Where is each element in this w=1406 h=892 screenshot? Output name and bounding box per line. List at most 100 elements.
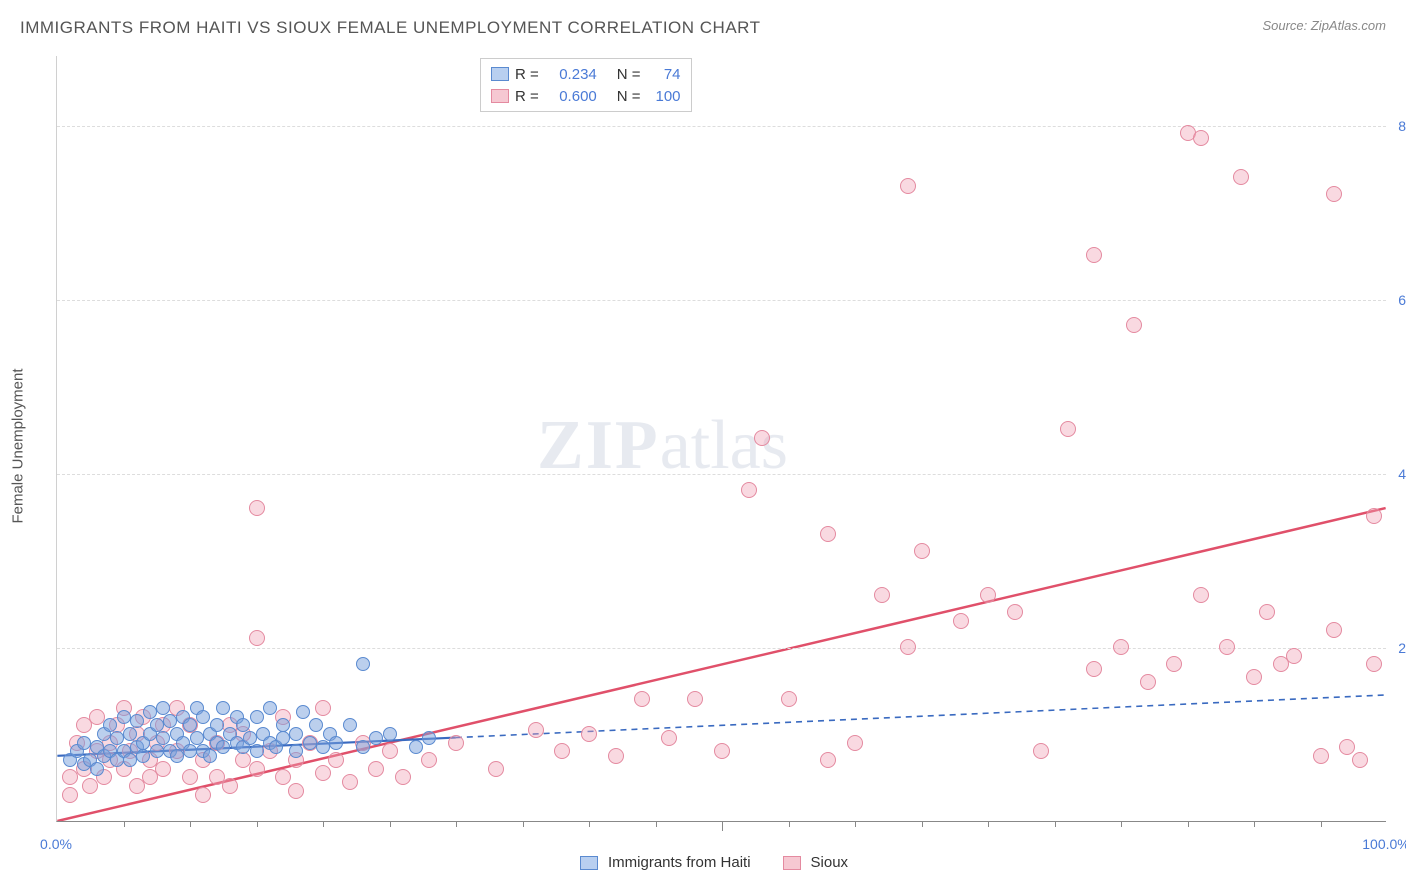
xtick (922, 821, 923, 827)
sioux-point (328, 752, 344, 768)
legend-correlation-row: R = 0.234 N = 74 (491, 63, 681, 85)
n-value: 74 (647, 66, 681, 83)
xtick (722, 821, 723, 831)
haiti-point (163, 714, 177, 728)
sioux-point (661, 730, 677, 746)
haiti-point (422, 731, 436, 745)
sioux-point (342, 774, 358, 790)
gridline (57, 648, 1386, 649)
legend-swatch (580, 856, 598, 870)
haiti-point (356, 740, 370, 754)
plot-area: ZIPatlas 20.0%40.0%60.0%80.0% (56, 56, 1386, 822)
xtick (323, 821, 324, 827)
sioux-point (1286, 648, 1302, 664)
legend-swatch (491, 67, 509, 81)
sioux-point (395, 769, 411, 785)
sioux-point (1339, 739, 1355, 755)
sioux-point (195, 787, 211, 803)
sioux-point (1366, 508, 1382, 524)
legend-label: Immigrants from Haiti (608, 854, 751, 871)
r-value: 0.234 (545, 66, 597, 83)
xtick (1188, 821, 1189, 827)
haiti-point (216, 701, 230, 715)
xtick (1121, 821, 1122, 827)
sioux-point (155, 761, 171, 777)
sioux-point (528, 722, 544, 738)
ytick-label: 20.0% (1390, 640, 1406, 656)
haiti-point (369, 731, 383, 745)
sioux-point (288, 783, 304, 799)
haiti-point (170, 749, 184, 763)
sioux-point (1007, 604, 1023, 620)
sioux-point (1033, 743, 1049, 759)
source-name: ZipAtlas.com (1311, 18, 1386, 33)
sioux-point (1313, 748, 1329, 764)
sioux-point (1233, 169, 1249, 185)
ytick-label: 80.0% (1390, 118, 1406, 134)
n-label: N = (617, 88, 641, 105)
xtick (589, 821, 590, 827)
sioux-point (914, 543, 930, 559)
xtick-label: 100.0% (1362, 836, 1406, 852)
sioux-point (315, 700, 331, 716)
sioux-point (1246, 669, 1262, 685)
sioux-point (315, 765, 331, 781)
haiti-point (90, 762, 104, 776)
sioux-point (820, 752, 836, 768)
haiti-point (343, 718, 357, 732)
xtick (390, 821, 391, 827)
haiti-point (183, 718, 197, 732)
legend-swatch (491, 89, 509, 103)
xtick (855, 821, 856, 827)
haiti-point (263, 701, 277, 715)
legend-series: Immigrants from HaitiSioux (580, 854, 870, 871)
sioux-point (1193, 130, 1209, 146)
haiti-point (103, 718, 117, 732)
haiti-point (276, 731, 290, 745)
watermark-rest: atlas (660, 407, 788, 484)
sioux-point (421, 752, 437, 768)
xtick (124, 821, 125, 827)
legend-correlation-row: R = 0.600 N = 100 (491, 85, 681, 107)
sioux-point (249, 761, 265, 777)
sioux-point (1140, 674, 1156, 690)
haiti-point (309, 718, 323, 732)
sioux-point (1326, 186, 1342, 202)
haiti-point (289, 727, 303, 741)
xtick (988, 821, 989, 827)
sioux-point (1113, 639, 1129, 655)
haiti-point (77, 736, 91, 750)
sioux-point (488, 761, 504, 777)
sioux-point (953, 613, 969, 629)
haiti-point (329, 736, 343, 750)
xtick-label: 0.0% (40, 836, 72, 852)
haiti-point (156, 731, 170, 745)
xtick (1321, 821, 1322, 827)
sioux-point (1326, 622, 1342, 638)
sioux-point (634, 691, 650, 707)
r-label: R = (515, 88, 539, 105)
sioux-point (1086, 661, 1102, 677)
sioux-point (1352, 752, 1368, 768)
r-value: 0.600 (545, 88, 597, 105)
sioux-point (448, 735, 464, 751)
xtick (523, 821, 524, 827)
xtick (257, 821, 258, 827)
n-label: N = (617, 66, 641, 83)
haiti-point (243, 731, 257, 745)
sioux-point (249, 500, 265, 516)
haiti-point (356, 657, 370, 671)
sioux-point (687, 691, 703, 707)
legend-correlation: R = 0.234 N = 74 R = 0.600 N = 100 (480, 58, 692, 112)
xtick (1254, 821, 1255, 827)
haiti-point (383, 727, 397, 741)
sioux-point (1193, 587, 1209, 603)
sioux-point (249, 630, 265, 646)
sioux-point (182, 769, 198, 785)
xtick (656, 821, 657, 827)
chart-title: IMMIGRANTS FROM HAITI VS SIOUX FEMALE UN… (20, 18, 761, 37)
haiti-point (143, 705, 157, 719)
sioux-point (368, 761, 384, 777)
sioux-point (900, 178, 916, 194)
haiti-point (250, 710, 264, 724)
